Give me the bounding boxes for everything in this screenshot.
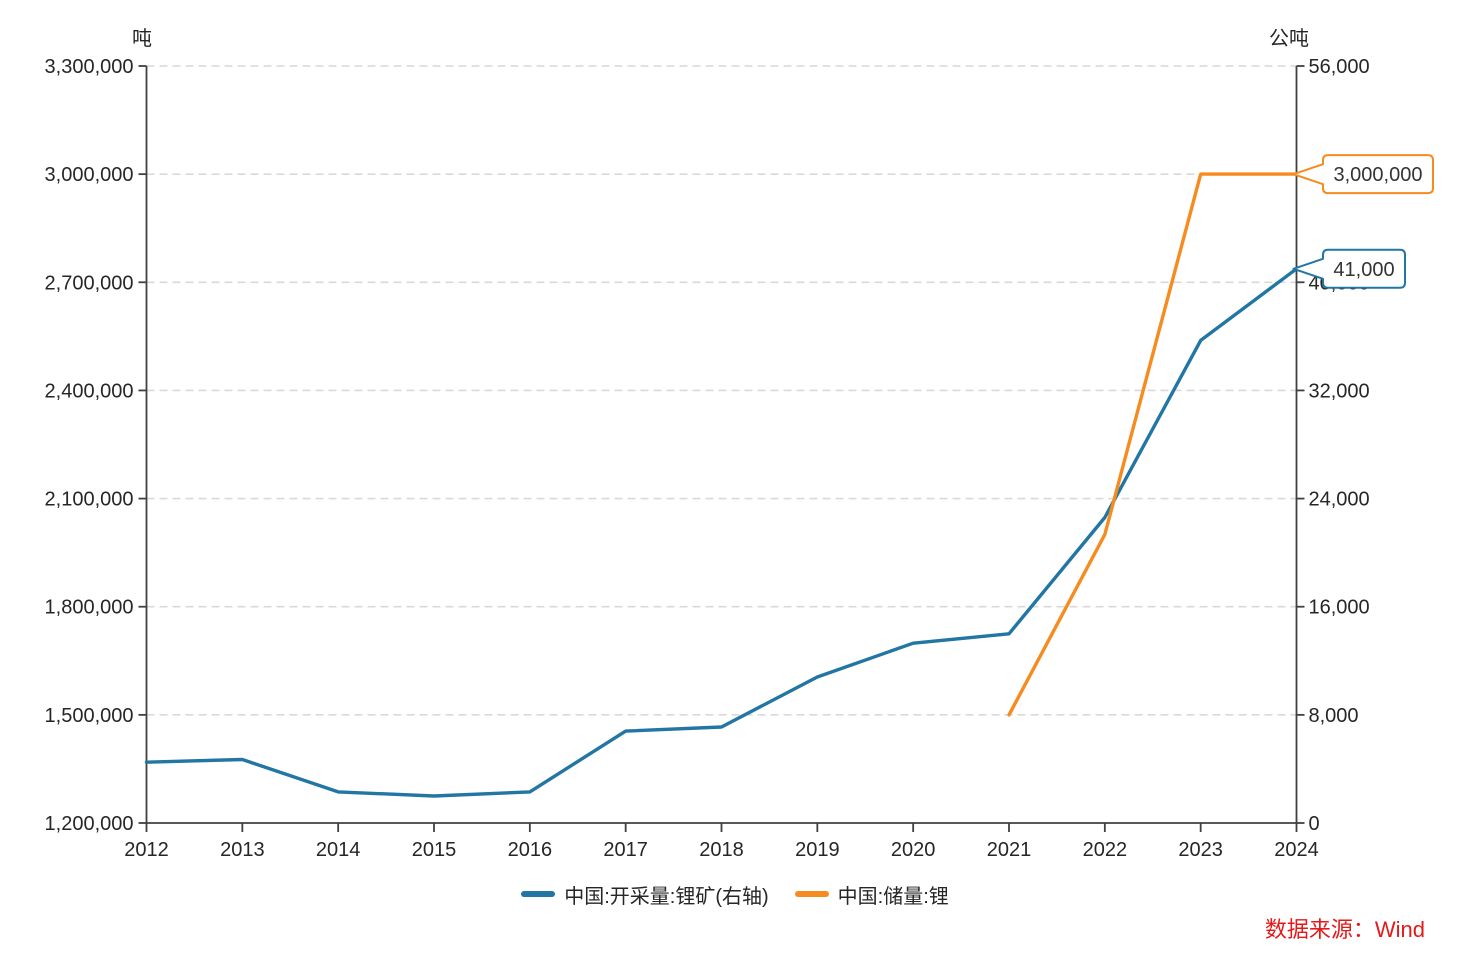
x-axis-tick-label: 2021 — [987, 839, 1032, 861]
x-axis-tick-label: 2022 — [1083, 839, 1128, 861]
x-axis-tick-label: 2018 — [699, 839, 744, 861]
series-line-reserves — [1007, 172, 1299, 717]
x-axis-tick-label: 2019 — [795, 839, 840, 861]
legend-label-mining: 中国:开采量:锂矿(右轴) — [564, 885, 769, 908]
left-axis-tick-label: 1,500,000 — [45, 705, 134, 727]
left-axis-tick-label: 3,300,000 — [45, 56, 134, 78]
left-axis-tick-label: 2,400,000 — [45, 380, 134, 402]
right-axis-tick-label: 8,000 — [1309, 705, 1359, 727]
x-axis-tick-label: 2013 — [220, 839, 265, 861]
left-axis-tick-label: 1,800,000 — [45, 597, 134, 619]
right-axis-tick-label: 16,000 — [1309, 597, 1370, 619]
right-axis-tick-label: 56,000 — [1309, 56, 1370, 78]
annotation-value-label: 3,000,000 — [1334, 164, 1423, 186]
right-axis-tick-label: 0 — [1309, 813, 1320, 835]
right-axis-tick-label: 24,000 — [1309, 489, 1370, 511]
data-source-note: 数据来源：Wind — [1264, 917, 1425, 942]
left-axis-tick-label: 3,000,000 — [45, 164, 134, 186]
left-axis-tick-label: 1,200,000 — [45, 813, 134, 835]
legend-item-reserves[interactable]: 中国:储量:锂 — [794, 880, 949, 909]
series-line-mining — [144, 267, 1299, 798]
right-axis-tick-label: 32,000 — [1309, 380, 1370, 402]
x-axis-tick-label: 2015 — [412, 839, 457, 861]
x-axis-tick-label: 2024 — [1274, 839, 1319, 861]
annotation-value-label: 41,000 — [1333, 259, 1394, 281]
x-axis-tick-label: 2020 — [891, 839, 936, 861]
mining-series-swatch-icon — [521, 891, 556, 897]
legend-item-mining[interactable]: 中国:开采量:锂矿(右轴) — [521, 880, 769, 909]
x-axis-tick-label: 2023 — [1178, 839, 1223, 861]
left-axis-tick-label: 2,700,000 — [45, 272, 134, 294]
left-axis-unit-label: 吨 — [132, 28, 152, 50]
annotation-callout-reserves — [1292, 154, 1434, 195]
chart-legend: 中国:开采量:锂矿(右轴) 中国:储量:锂 — [0, 879, 1470, 909]
reserves-series-swatch-icon — [794, 891, 829, 897]
right-axis-unit-label: 公吨 — [1269, 28, 1309, 50]
x-axis-tick-label: 2016 — [508, 839, 553, 861]
x-axis-tick-label: 2017 — [603, 839, 648, 861]
x-axis-tick-label: 2012 — [124, 839, 169, 861]
x-axis-tick-label: 2014 — [316, 839, 361, 861]
left-axis-tick-label: 2,100,000 — [45, 489, 134, 511]
annotation-callout-mining — [1292, 248, 1406, 289]
legend-label-reserves: 中国:储量:锂 — [837, 885, 949, 908]
